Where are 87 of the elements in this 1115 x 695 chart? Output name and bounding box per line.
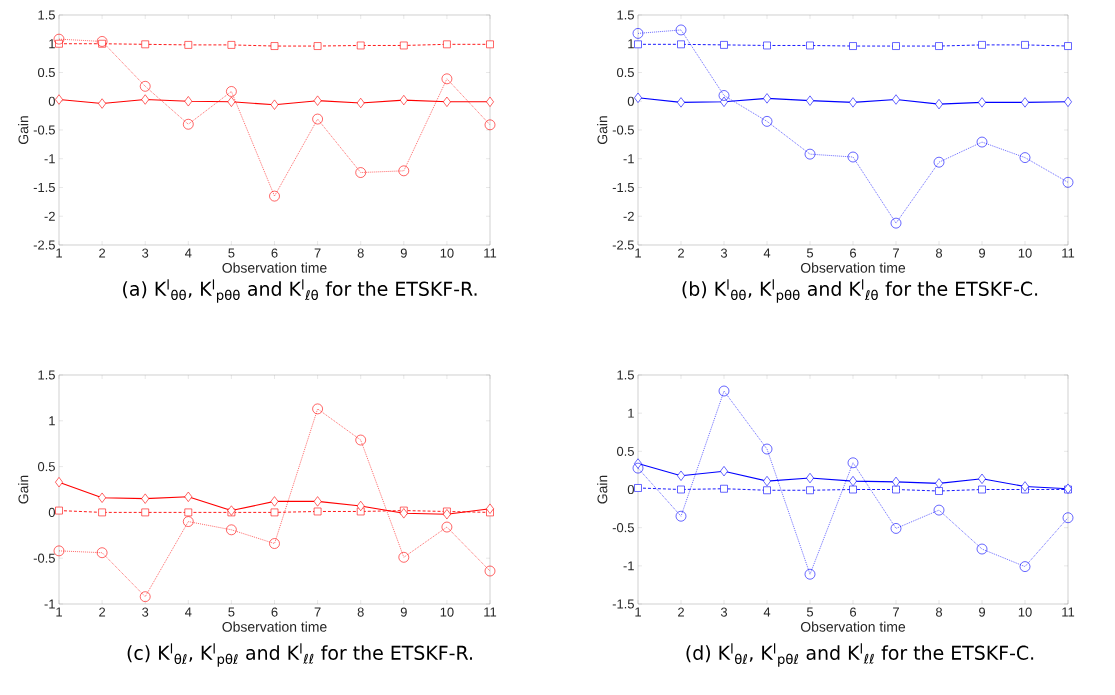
text: (a) K$^{l}$$_{θθ}$, K$^{l}$$_{pθθ}$ and K$^{l}$$_{ℓθ}$ for the ETSKF-R.	[123, 279, 477, 303]
x-tick-label: 4	[185, 607, 192, 617]
x-tick-label: 2	[678, 248, 684, 258]
y-tick-label: 0	[627, 484, 634, 495]
y-tick-label: 0	[48, 507, 55, 517]
x-tick-label: 5	[228, 607, 235, 617]
x-tick-label: 7	[893, 248, 899, 258]
text: (d) K$^{l}$$_{θℓ}$, K$^{l}$$_{pθℓ}$ and K$^{l}$$_{ℓℓ}$ for the ETSKF-C.	[686, 643, 1034, 667]
y-tick-label: 1	[628, 39, 634, 49]
y-axis-title: Gain	[597, 475, 608, 504]
y-axis-title: Gain	[597, 116, 608, 145]
x-tick-label: 5	[228, 248, 235, 258]
x-tick-label: 6	[271, 248, 278, 258]
y-tick-label: 0.5	[616, 446, 634, 456]
x-axis-title: Observation time	[222, 262, 327, 273]
x-tick-label: 1	[56, 607, 62, 617]
x-tick-label: 8	[935, 607, 943, 617]
y-axis-title: Gain	[18, 116, 29, 145]
y-tick-label: 0	[48, 96, 55, 106]
x-tick-label: 2	[99, 248, 106, 258]
x-tick-label: 5	[806, 248, 814, 258]
x-tick-label: 1	[635, 607, 641, 617]
y-tick-label: -1	[44, 599, 55, 609]
y-tick-label: 0.5	[37, 462, 55, 472]
x-tick-label: 11	[1062, 248, 1075, 258]
x-tick-label: 11	[484, 607, 497, 617]
x-tick-label: 10	[1018, 607, 1032, 617]
y-tick-label: -2	[44, 211, 55, 221]
y-tick-label: -0.5	[612, 125, 634, 135]
y-tick-label: -0.5	[33, 125, 55, 135]
x-tick-label: 6	[850, 248, 857, 258]
x-tick-label: 8	[357, 248, 364, 258]
x-tick-label: 5	[806, 607, 814, 617]
x-tick-label: 4	[185, 248, 192, 258]
y-tick-label: -2.5	[33, 240, 55, 250]
y-tick-label: 1	[49, 39, 55, 49]
x-tick-label: 10	[1018, 248, 1032, 258]
x-tick-label: 3	[142, 248, 149, 258]
y-tick-label: 1.5	[38, 10, 55, 20]
y-tick-label: 1	[628, 408, 634, 418]
x-tick-label: 7	[893, 607, 899, 617]
x-tick-label: 11	[484, 248, 497, 258]
x-tick-label: 9	[979, 248, 985, 258]
x-tick-label: 7	[314, 607, 321, 617]
x-tick-label: 4	[763, 607, 771, 617]
y-tick-label: -0.5	[33, 553, 55, 563]
x-tick-label: 10	[440, 607, 454, 617]
text: (b) K$^{l}$$_{θθ}$, K$^{l}$$_{pθθ}$ and K$^{l}$$_{ℓθ}$ for the ETSKF-C.	[682, 279, 1038, 303]
y-tick-label: -1	[44, 154, 55, 164]
y-tick-label: -1.5	[33, 182, 55, 193]
y-tick-label: 1.5	[617, 10, 634, 20]
y-tick-label: 1.5	[38, 370, 55, 380]
y-tick-label: -1	[623, 154, 634, 164]
x-tick-label: 6	[271, 607, 278, 617]
y-tick-label: 0.5	[616, 67, 634, 78]
y-tick-label: -1.5	[612, 599, 634, 609]
x-tick-label: 11	[1062, 607, 1075, 617]
x-tick-label: 3	[720, 248, 728, 258]
x-tick-label: 9	[400, 248, 407, 258]
y-tick-label: -2.5	[612, 240, 634, 250]
x-tick-label: 1	[635, 248, 641, 258]
y-tick-label: 0	[627, 96, 634, 106]
x-tick-label: 3	[720, 607, 728, 617]
y-tick-label: 0.5	[37, 67, 55, 78]
x-axis-title: Observation time	[800, 621, 906, 632]
x-tick-label: 8	[357, 607, 364, 617]
y-tick-label: -0.5	[612, 523, 634, 533]
x-tick-label: 1	[56, 248, 62, 258]
x-axis-title: Observation time	[222, 621, 327, 632]
x-tick-label: 3	[142, 607, 149, 617]
y-axis-title: Gain	[18, 475, 29, 504]
x-tick-label: 10	[440, 248, 454, 258]
x-tick-label: 2	[99, 607, 106, 617]
y-tick-label: 1.5	[617, 370, 634, 380]
x-tick-label: 9	[400, 607, 407, 617]
x-tick-label: 2	[678, 607, 684, 617]
x-tick-label: 7	[314, 248, 321, 258]
x-tick-label: 6	[850, 607, 857, 617]
y-tick-label: -1	[623, 561, 634, 571]
x-axis-title: Observation time	[800, 262, 906, 273]
text: (c) K$^{l}$$_{θℓ}$, K$^{l}$$_{pθℓ}$ and K$^{l}$$_{ℓℓ}$ for the ETSKF-R.	[127, 643, 472, 667]
y-tick-label: -2	[623, 211, 634, 221]
x-tick-label: 9	[979, 607, 985, 617]
y-tick-label: 1	[49, 416, 55, 426]
x-tick-label: 4	[763, 248, 771, 258]
y-tick-label: -1.5	[612, 182, 634, 193]
x-tick-label: 8	[935, 248, 943, 258]
